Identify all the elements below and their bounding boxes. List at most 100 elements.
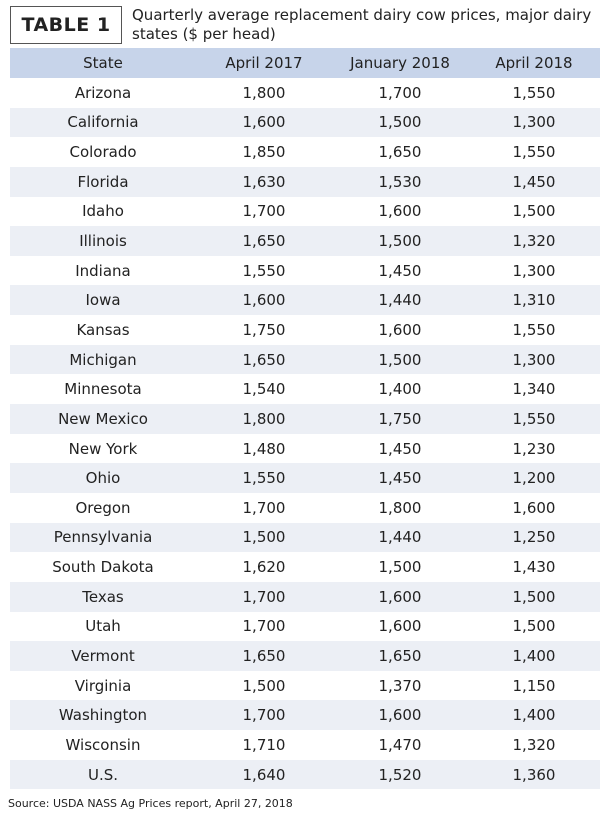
table-row: Kansas 1,750 1,600 1,550 (10, 315, 600, 345)
table-cell: 1,320 (512, 735, 556, 754)
table-row: Utah 1,700 1,600 1,500 (10, 612, 600, 642)
column-header: State (83, 54, 123, 72)
table-cell: California (67, 113, 139, 132)
table-cell: 1,500 (512, 202, 556, 221)
table-cell: 1,440 (378, 291, 422, 310)
table-cell: 1,650 (242, 646, 286, 665)
table-cell: 1,250 (512, 528, 556, 547)
table-cell: Washington (58, 706, 148, 725)
table-cell: Michigan (69, 350, 137, 369)
table-cell: Colorado (69, 143, 137, 162)
table-cell: 1,340 (512, 380, 556, 399)
table-row: Arizona 1,800 1,700 1,550 (10, 78, 600, 108)
header-row: State April 2017 January 2018 April 2018 (10, 48, 600, 78)
table-cell: 1,600 (378, 617, 422, 636)
table-cell: 1,480 (242, 439, 286, 458)
table-row: Washington 1,700 1,600 1,400 (10, 700, 600, 731)
table-row: California 1,600 1,500 1,300 (10, 107, 600, 138)
table-cell: Oregon (75, 498, 131, 517)
table-cell: 1,850 (242, 143, 286, 162)
table-cell: 1,540 (242, 380, 286, 399)
table-cell: 1,600 (378, 202, 422, 221)
table-cell: 1,550 (242, 261, 286, 280)
table-cell: 1,500 (378, 113, 422, 132)
table-cell: 1,600 (378, 706, 422, 725)
table-row: Texas 1,700 1,600 1,500 (10, 581, 600, 612)
table-cell: 1,700 (242, 498, 286, 517)
table-cell: 1,800 (242, 409, 286, 428)
table-cell: Wisconsin (65, 735, 141, 754)
source-note: Source: USDA NASS Ag Prices report, Apri… (8, 797, 293, 810)
table-cell: 1,700 (242, 706, 286, 725)
column-header: April 2018 (495, 54, 573, 72)
table-cell: Pennsylvania (53, 528, 153, 547)
table-cell: 1,450 (378, 261, 422, 280)
table-cell: 1,600 (242, 291, 286, 310)
table-row: Michigan 1,650 1,500 1,300 (10, 344, 600, 375)
table-cell: 1,710 (242, 735, 286, 754)
table-cell: 1,530 (378, 172, 422, 191)
table-cell: Iowa (85, 291, 121, 310)
table-row: South Dakota 1,620 1,500 1,430 (10, 552, 600, 582)
table-row: U.S. 1,640 1,520 1,360 (10, 759, 600, 790)
table-row: New York 1,480 1,450 1,230 (10, 434, 600, 464)
table-cell: 1,640 (242, 765, 286, 784)
column-header: January 2018 (350, 54, 450, 72)
table-cell: New York (68, 439, 138, 458)
table-cell: 1,300 (512, 350, 556, 369)
table-cell: 1,600 (378, 587, 422, 606)
table-cell: 1,550 (512, 83, 556, 102)
table-cell: 1,150 (512, 676, 556, 695)
table-row: Iowa 1,600 1,440 1,310 (10, 285, 600, 316)
table-row: Ohio 1,550 1,450 1,200 (10, 463, 600, 493)
table-label: TABLE 1 (10, 6, 122, 44)
table-cell: 1,620 (242, 558, 286, 577)
table-cell: 1,370 (378, 676, 422, 695)
table-row: Florida 1,630 1,530 1,450 (10, 166, 600, 197)
table-cell: 1,500 (242, 528, 286, 547)
table-cell: 1,600 (512, 498, 556, 517)
table-row: Virginia 1,500 1,370 1,150 (10, 671, 600, 701)
table-row: Idaho 1,700 1,600 1,500 (10, 197, 600, 227)
table-row: Wisconsin 1,710 1,470 1,320 (10, 730, 600, 760)
table-cell: 1,550 (512, 143, 556, 162)
table-cell: Indiana (75, 261, 131, 280)
table-title: Quarterly average replacement dairy cow … (132, 6, 592, 43)
table-cell: Utah (85, 617, 121, 636)
table-row: Oregon 1,700 1,800 1,600 (10, 493, 600, 523)
table-cell: Illinois (79, 232, 127, 251)
table-cell: 1,310 (512, 291, 556, 310)
table-cell: 1,300 (512, 113, 556, 132)
table-cell: 1,500 (378, 350, 422, 369)
table-cell: 1,800 (378, 498, 422, 517)
table-cell: 1,650 (242, 350, 286, 369)
table-cell: 1,650 (378, 143, 422, 162)
table-row: Minnesota 1,540 1,400 1,340 (10, 374, 600, 404)
table-cell: Ohio (85, 469, 121, 488)
table-cell: 1,750 (378, 409, 422, 428)
table-cell: 1,600 (242, 113, 286, 132)
table-cell: 1,650 (378, 646, 422, 665)
table-cell: 1,400 (512, 646, 556, 665)
table-cell: 1,320 (512, 232, 556, 251)
table-cell: 1,500 (512, 587, 556, 606)
table-cell: Virginia (74, 676, 132, 695)
table-cell: 1,630 (242, 172, 286, 191)
table-cell: Florida (77, 172, 129, 191)
table-cell: Idaho (82, 202, 124, 221)
table-cell: Arizona (74, 83, 132, 102)
table-cell: 1,750 (242, 320, 286, 339)
table-cell: Minnesota (64, 380, 142, 399)
table-cell: 1,600 (378, 320, 422, 339)
table-cell: 1,500 (378, 558, 422, 577)
table-cell: 1,550 (242, 469, 286, 488)
table-cell: Kansas (76, 320, 130, 339)
table-cell: 1,550 (512, 409, 556, 428)
table-row: Indiana 1,550 1,450 1,300 (10, 256, 600, 286)
table-cell: New Mexico (58, 409, 148, 428)
table-cell: Vermont (71, 646, 135, 665)
table-cell: 1,400 (378, 380, 422, 399)
table-cell: 1,200 (512, 469, 556, 488)
table-cell: 1,500 (512, 617, 556, 636)
